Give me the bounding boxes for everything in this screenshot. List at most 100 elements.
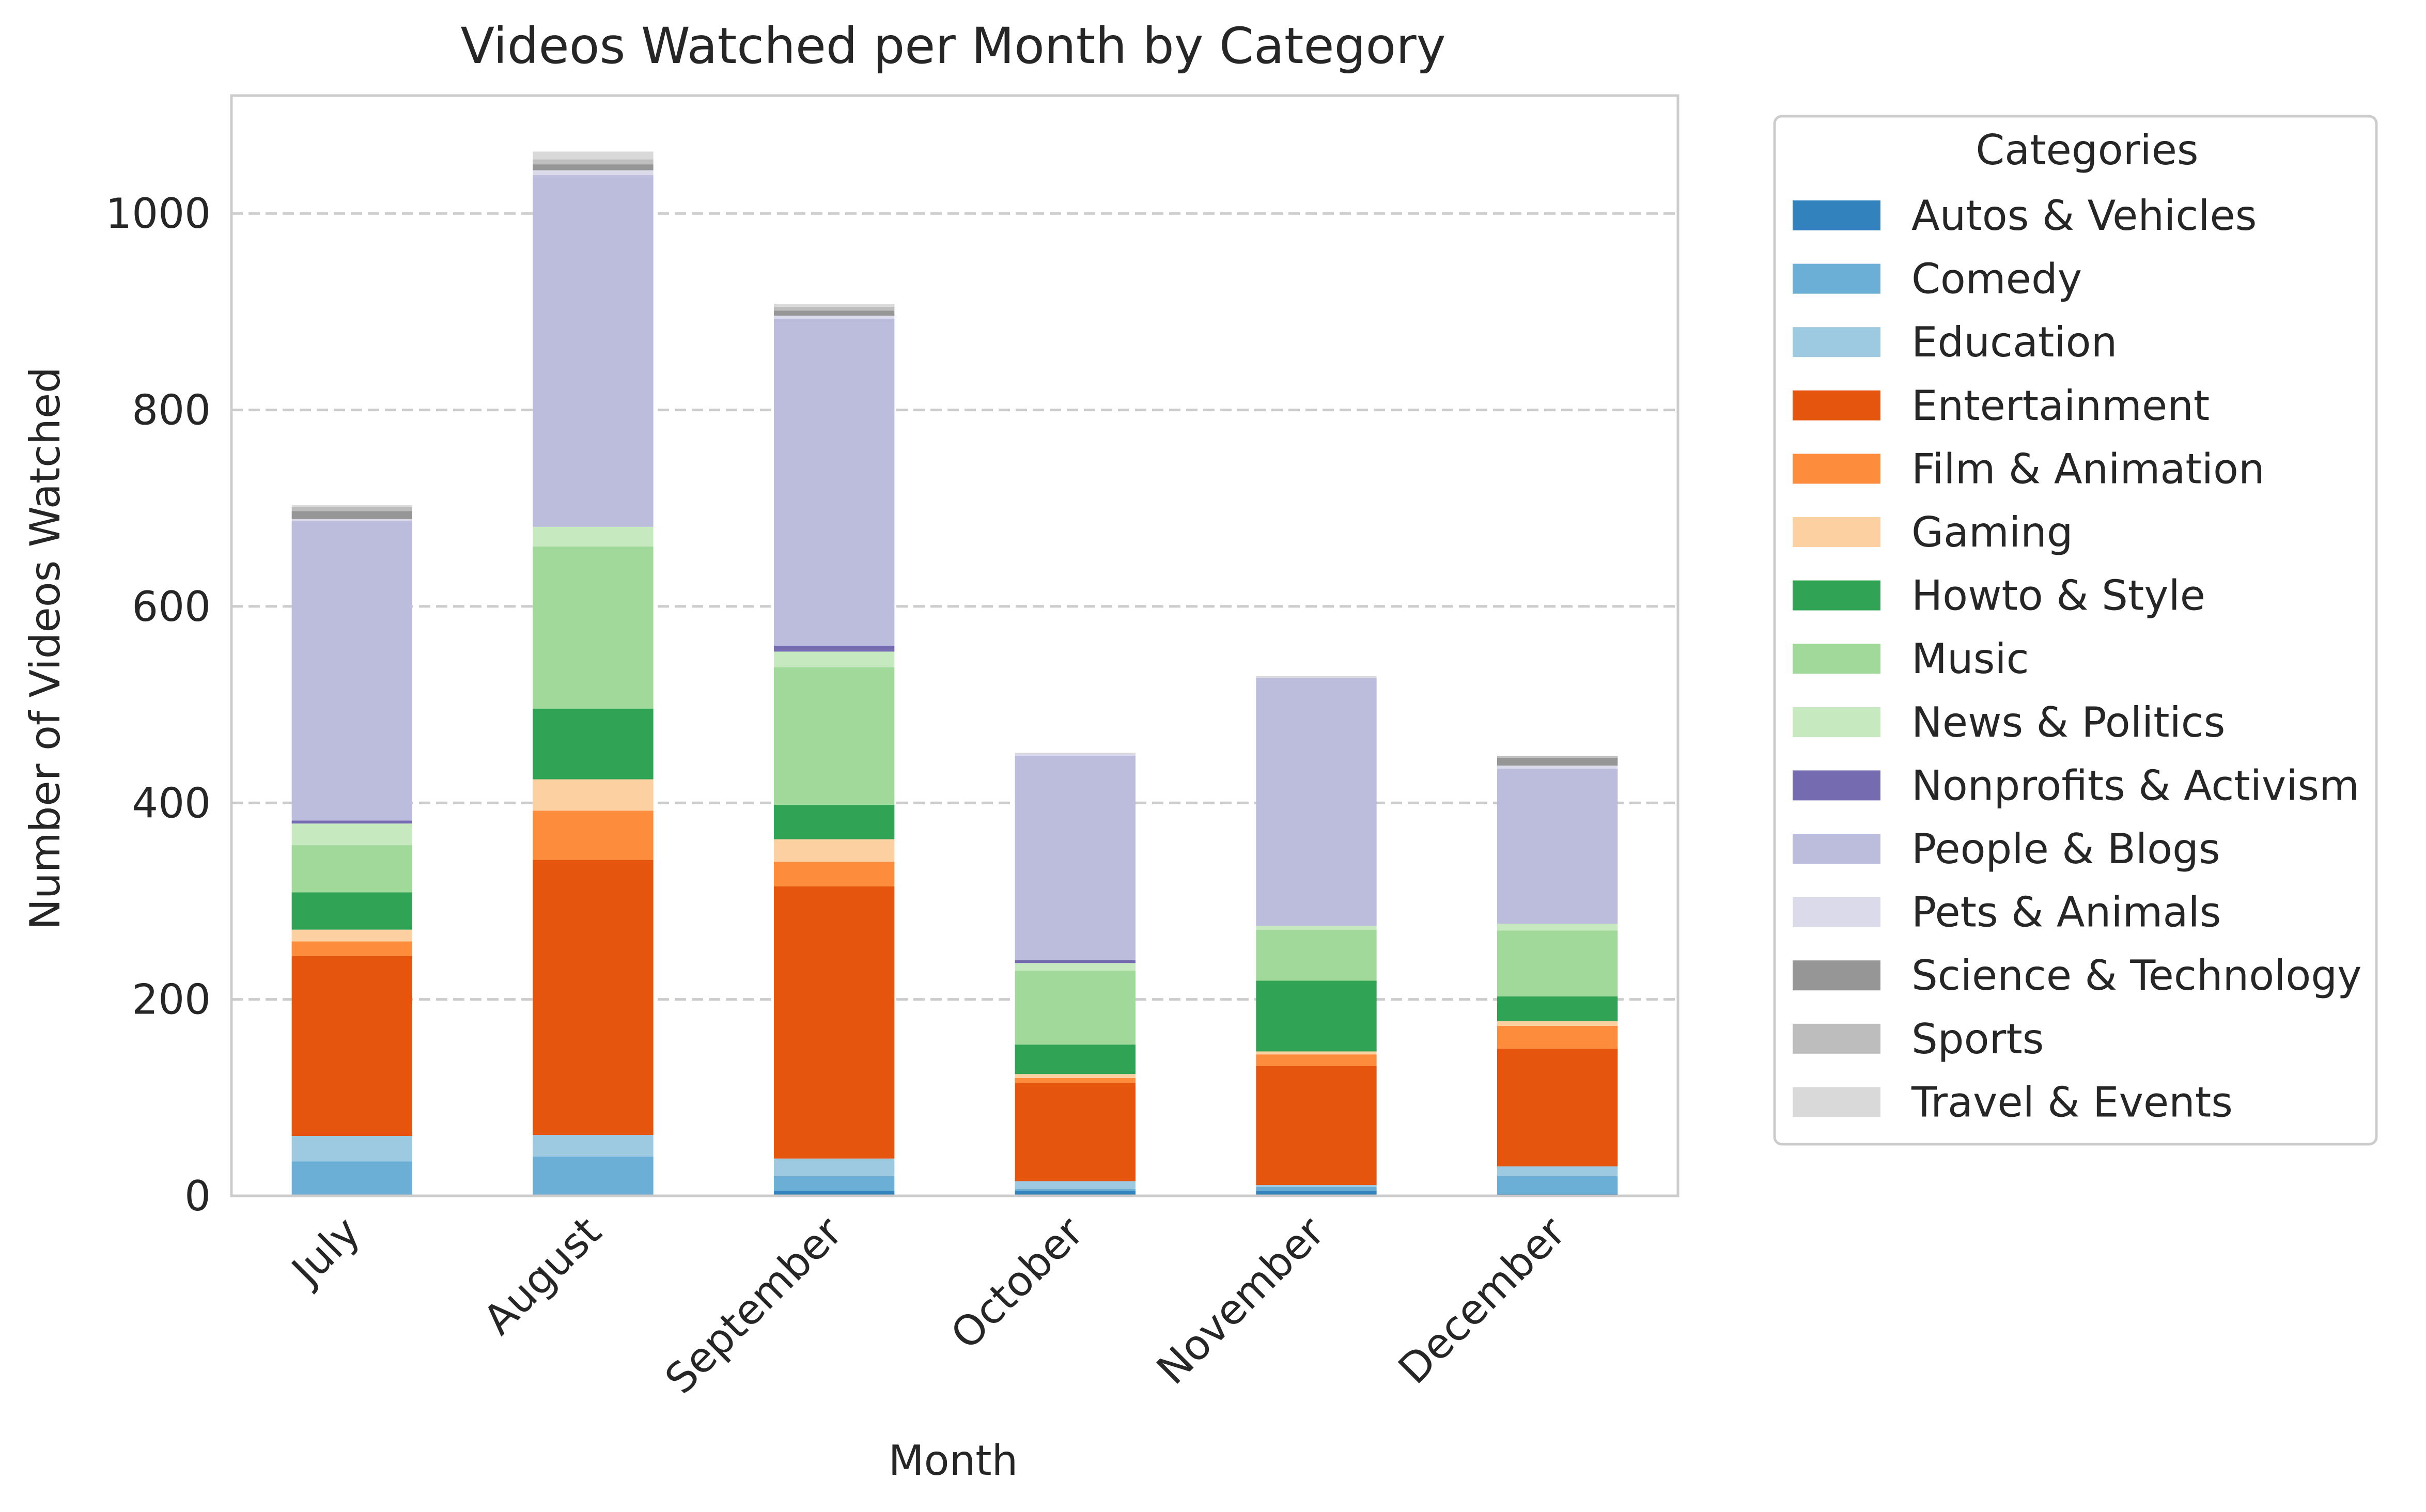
legend-swatch — [1793, 580, 1880, 611]
x-tick-label: August — [474, 1208, 611, 1344]
bar-segment — [533, 708, 654, 780]
bar-segment — [774, 316, 895, 319]
bar-segment — [1256, 1191, 1377, 1196]
bar-segment — [1497, 766, 1618, 769]
bar-segment — [1015, 754, 1136, 756]
bar-segment — [774, 839, 895, 862]
legend-box — [1773, 115, 2378, 1146]
bar-segment — [1256, 1066, 1377, 1186]
bar-segment — [533, 860, 654, 1135]
bar-segment — [774, 667, 895, 805]
bar-segment — [533, 159, 654, 165]
bar-segment — [1015, 753, 1136, 754]
bar-segment — [1015, 1083, 1136, 1181]
bar-segment — [1256, 980, 1377, 1052]
y-tick-label: 1000 — [105, 190, 211, 238]
bar-segment — [291, 519, 412, 521]
x-tick-label: November — [1147, 1208, 1333, 1394]
bar-segment — [1015, 1074, 1136, 1078]
bar-segment — [1256, 677, 1377, 678]
legend: Categories Autos & Vehicles Comedy Educati… — [1773, 115, 2378, 1146]
bar-segment — [291, 823, 412, 846]
bar-segment — [1256, 676, 1377, 677]
legend-swatch — [1793, 517, 1880, 547]
bar-segment — [1015, 1191, 1136, 1196]
bar-segment — [533, 1135, 654, 1157]
bar-segment — [291, 507, 412, 511]
bar-segment — [1256, 929, 1377, 981]
bar-segment — [1497, 1166, 1618, 1176]
x-tick-label: September — [656, 1208, 852, 1404]
legend-swatch — [1793, 327, 1880, 357]
legend-swatch — [1793, 263, 1880, 294]
y-tick-label: 600 — [132, 583, 211, 631]
bar-segment — [774, 304, 895, 307]
bar-segment — [1497, 768, 1618, 924]
bar-segment — [291, 511, 412, 519]
bar-segment — [533, 810, 654, 860]
bar-segment — [291, 505, 412, 507]
legend-label: News & Politics — [1911, 698, 2225, 746]
legend-label: Sports — [1911, 1015, 2044, 1063]
legend-swatch — [1793, 200, 1880, 230]
bar-segment — [291, 956, 412, 1136]
bar-segment — [1497, 924, 1618, 931]
bar-segment — [1256, 1054, 1377, 1066]
bar-segment — [291, 845, 412, 893]
y-tick-label: 0 — [184, 1172, 211, 1220]
axes — [230, 94, 1679, 1197]
legend-label: Gaming — [1911, 508, 2073, 556]
bar-segment — [774, 306, 895, 311]
legend-label: Pets & Animals — [1911, 889, 2221, 937]
legend-items: Autos & Vehicles Comedy Education Entertain… — [1793, 192, 2361, 1126]
legend-swatch — [1793, 960, 1880, 991]
bar-segment — [291, 929, 412, 942]
bar-segment — [291, 1161, 412, 1196]
x-tick-label: July — [281, 1208, 369, 1296]
bar-segment — [533, 175, 654, 527]
x-tick-label: October — [942, 1208, 1093, 1359]
legend-swatch — [1793, 770, 1880, 801]
bar-segment — [1497, 1048, 1618, 1166]
legend-swatch — [1793, 1023, 1880, 1054]
bar-segment — [1497, 1021, 1618, 1026]
bar-segment — [1256, 926, 1377, 930]
legend-label: Film & Animation — [1911, 445, 2265, 493]
bar-segment — [533, 164, 654, 170]
bar-segment — [774, 310, 895, 316]
legend-label: Science & Technology — [1911, 952, 2361, 1000]
bar-segment — [1256, 1185, 1377, 1187]
legend-swatch — [1793, 454, 1880, 484]
bar-segment — [1497, 756, 1618, 758]
bar-segment — [533, 1156, 654, 1196]
y-tick-label: 400 — [132, 779, 211, 827]
bar-segment — [291, 521, 412, 821]
bar-segment — [1015, 1181, 1136, 1189]
legend-label: Nonprofits & Activism — [1911, 761, 2359, 809]
chart-title: Videos Watched per Month by Category — [460, 17, 1445, 75]
bar-segment — [1015, 971, 1136, 1045]
bar-segment — [1015, 1189, 1136, 1191]
bar-segment — [1015, 1078, 1136, 1083]
bar-segment — [774, 1176, 895, 1191]
legend-label: Music — [1911, 635, 2029, 683]
bar-segment — [1256, 1187, 1377, 1191]
y-axis-label: Number of Videos Watched — [21, 367, 69, 930]
bar-segment — [1497, 757, 1618, 766]
legend-swatch — [1793, 1087, 1880, 1117]
bar-segment — [291, 892, 412, 930]
bar-segment — [774, 862, 895, 886]
bar-segment — [1497, 996, 1618, 1021]
legend-label: Education — [1911, 318, 2117, 366]
bar-segment — [774, 318, 895, 646]
bar-segment — [1497, 1025, 1618, 1049]
bar-segment — [533, 526, 654, 547]
x-tick-label: December — [1389, 1208, 1575, 1393]
bar-segment — [1256, 1051, 1377, 1055]
bar-segment — [291, 820, 412, 824]
bars — [291, 151, 1618, 1196]
legend-swatch — [1793, 644, 1880, 674]
legend-label: Travel & Events — [1911, 1078, 2233, 1126]
